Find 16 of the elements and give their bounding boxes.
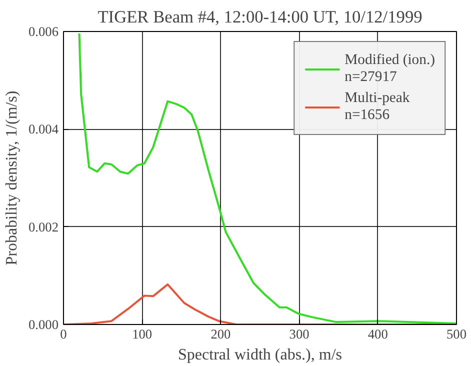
x-tick-label: 0: [60, 326, 68, 342]
line-series: [78, 32, 456, 324]
legend-label: Modified (ion.) n=27917: [344, 52, 435, 86]
y-axis-title: Probability density, 1/(m/s): [4, 90, 21, 266]
y-tick-label: 0.000: [28, 317, 59, 332]
y-tick-label: 0.002: [28, 219, 59, 234]
x-tick-label: 400: [368, 326, 388, 342]
legend-label: Multi-peak n=1656: [344, 90, 410, 124]
x-tick-label: 500: [446, 326, 467, 342]
y-tick-label: 0.004: [28, 122, 59, 137]
x-tick-label: 200: [210, 326, 232, 342]
y-tick-label: 0.006: [28, 24, 59, 39]
chart-title: TIGER Beam #4, 12:00-14:00 UT, 10/12/1999: [98, 8, 422, 26]
x-tick-label: 300: [289, 326, 310, 342]
x-tick-label: 100: [132, 326, 152, 342]
x-axis-title: Spectral width (abs.), m/s: [178, 346, 342, 364]
